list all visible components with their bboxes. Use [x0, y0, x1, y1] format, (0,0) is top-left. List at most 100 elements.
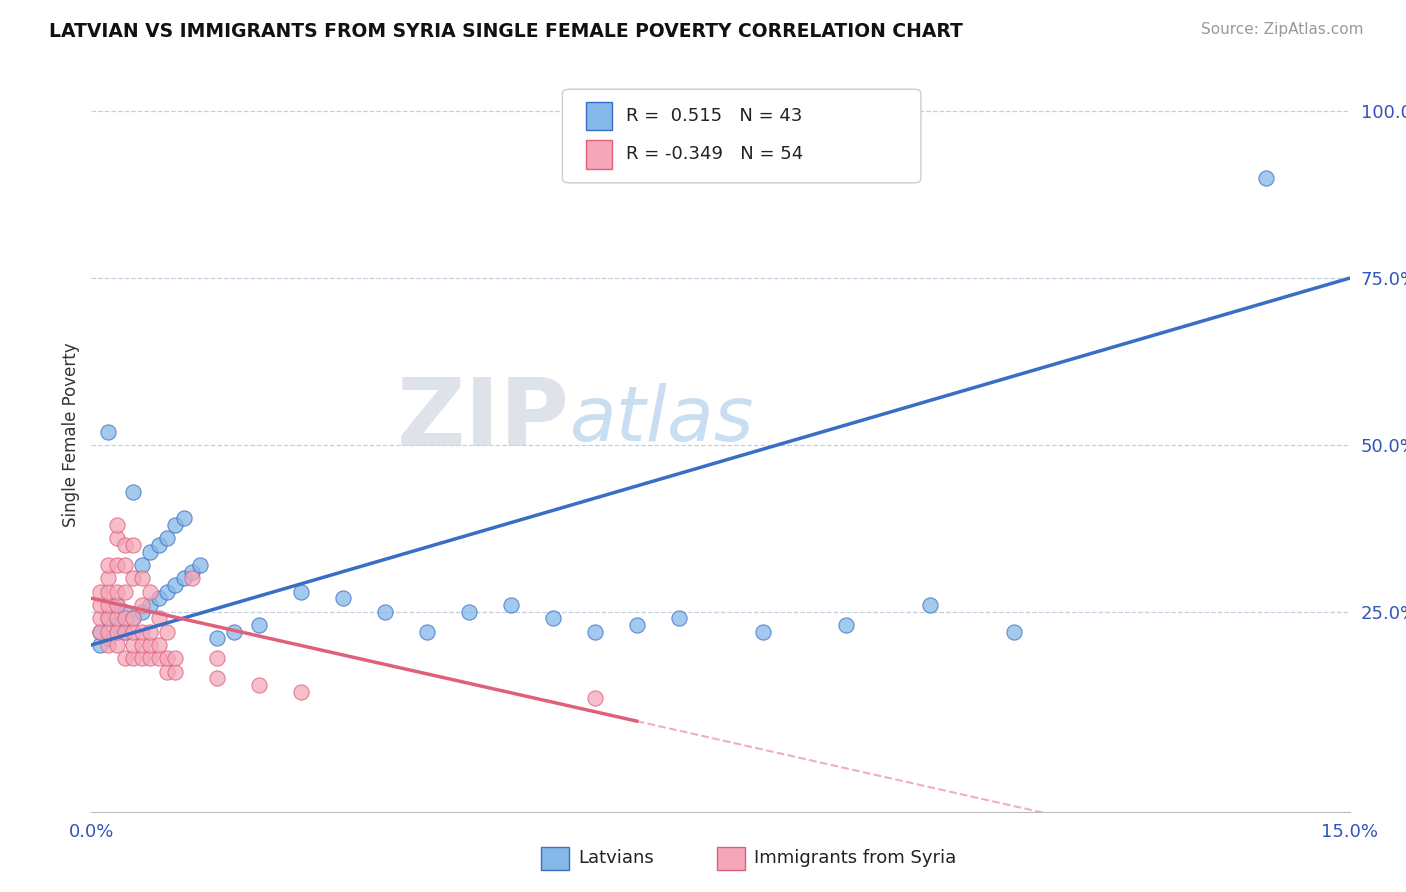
- Point: [131, 598, 153, 612]
- Point: [156, 665, 179, 679]
- Point: [374, 605, 396, 619]
- Point: [205, 632, 228, 646]
- Point: [105, 584, 128, 599]
- Point: [181, 565, 204, 579]
- Point: [105, 638, 128, 652]
- Point: [139, 584, 162, 599]
- Point: [105, 598, 128, 612]
- Point: [105, 611, 128, 625]
- Point: [114, 611, 136, 625]
- Point: [156, 651, 179, 665]
- Point: [97, 584, 120, 599]
- Text: Latvians: Latvians: [578, 849, 654, 867]
- Point: [247, 618, 270, 632]
- Point: [148, 591, 170, 606]
- Point: [139, 624, 162, 639]
- Point: [105, 558, 128, 572]
- Text: R = -0.349   N = 54: R = -0.349 N = 54: [626, 145, 803, 163]
- Point: [156, 531, 179, 545]
- Point: [97, 571, 120, 585]
- Point: [173, 511, 195, 525]
- Text: Immigrants from Syria: Immigrants from Syria: [754, 849, 956, 867]
- Point: [114, 584, 136, 599]
- Point: [165, 665, 187, 679]
- Point: [114, 624, 136, 639]
- Point: [173, 571, 195, 585]
- Point: [148, 611, 170, 625]
- Point: [122, 624, 145, 639]
- Point: [105, 624, 128, 639]
- Point: [131, 605, 153, 619]
- Point: [247, 678, 270, 692]
- Point: [131, 624, 153, 639]
- Point: [499, 598, 522, 612]
- Point: [105, 598, 128, 612]
- Point: [165, 517, 187, 532]
- Point: [97, 558, 120, 572]
- Point: [114, 538, 136, 552]
- Point: [105, 517, 128, 532]
- Point: [131, 638, 153, 652]
- Point: [122, 611, 145, 625]
- Point: [751, 624, 773, 639]
- Point: [131, 571, 153, 585]
- Point: [97, 638, 120, 652]
- Point: [122, 538, 145, 552]
- Text: R =  0.515   N = 43: R = 0.515 N = 43: [626, 107, 801, 125]
- Text: Source: ZipAtlas.com: Source: ZipAtlas.com: [1201, 22, 1364, 37]
- Point: [89, 638, 111, 652]
- Point: [181, 571, 204, 585]
- Point: [139, 598, 162, 612]
- Point: [89, 598, 111, 612]
- Point: [114, 605, 136, 619]
- Point: [1002, 624, 1025, 639]
- Point: [583, 624, 606, 639]
- Point: [97, 624, 120, 639]
- Point: [122, 611, 145, 625]
- Point: [457, 605, 479, 619]
- Point: [165, 578, 187, 592]
- Point: [148, 638, 170, 652]
- Point: [122, 638, 145, 652]
- Point: [97, 598, 120, 612]
- Point: [139, 651, 162, 665]
- Point: [114, 624, 136, 639]
- Point: [89, 611, 111, 625]
- Point: [97, 611, 120, 625]
- Text: LATVIAN VS IMMIGRANTS FROM SYRIA SINGLE FEMALE POVERTY CORRELATION CHART: LATVIAN VS IMMIGRANTS FROM SYRIA SINGLE …: [49, 22, 963, 41]
- Point: [156, 624, 179, 639]
- Point: [668, 611, 690, 625]
- Point: [139, 638, 162, 652]
- Point: [156, 584, 179, 599]
- Point: [205, 671, 228, 685]
- Point: [416, 624, 439, 639]
- Point: [131, 558, 153, 572]
- Point: [835, 618, 858, 632]
- Point: [583, 691, 606, 706]
- Point: [222, 624, 245, 639]
- Point: [205, 651, 228, 665]
- Point: [165, 651, 187, 665]
- Point: [626, 618, 648, 632]
- Text: ZIP: ZIP: [396, 374, 569, 466]
- Point: [122, 651, 145, 665]
- Point: [332, 591, 354, 606]
- Point: [148, 538, 170, 552]
- Point: [97, 425, 120, 439]
- Point: [190, 558, 212, 572]
- Point: [1254, 171, 1277, 186]
- Text: atlas: atlas: [569, 383, 754, 457]
- Point: [122, 571, 145, 585]
- Point: [131, 651, 153, 665]
- Point: [89, 584, 111, 599]
- Point: [105, 531, 128, 545]
- Point: [290, 684, 312, 698]
- Point: [541, 611, 564, 625]
- Point: [89, 624, 111, 639]
- Point: [148, 651, 170, 665]
- Point: [122, 484, 145, 499]
- Point: [114, 651, 136, 665]
- Point: [105, 618, 128, 632]
- Point: [97, 611, 120, 625]
- Point: [89, 624, 111, 639]
